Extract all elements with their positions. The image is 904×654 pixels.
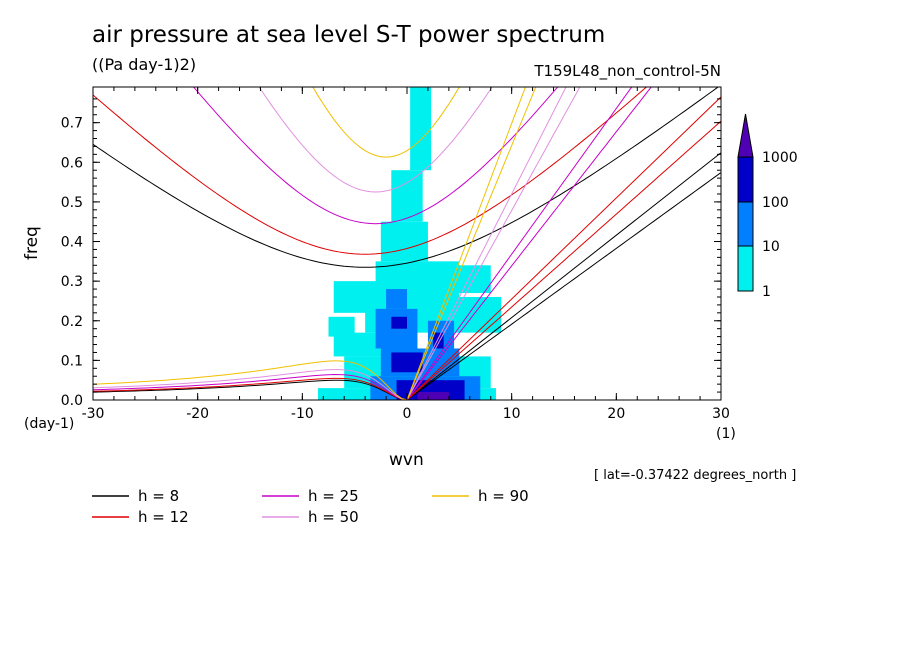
y-tick-label: 0.4 <box>61 235 83 251</box>
legend-label: h = 25 <box>308 487 359 505</box>
axes: -30 -20 -10 0 10 20 30 0.0 0.1 0.2 0.3 0.4 0.5 0.6 0.7 <box>61 87 730 422</box>
x-tick-label: -10 <box>291 406 314 422</box>
chart-units: ((Pa day-1)2) <box>92 55 197 74</box>
power-patch <box>391 352 423 373</box>
power-patch <box>391 316 407 329</box>
kelvin-line-h12 <box>406 96 721 400</box>
eig-curve-h12 <box>93 87 648 255</box>
colorbar-swatch <box>737 245 754 292</box>
x-tick-label: -30 <box>82 406 105 422</box>
power-patch <box>433 332 444 349</box>
rossby-curve-h50 <box>93 369 408 400</box>
y-tick-label: 0.5 <box>61 195 83 211</box>
x-tick-label: -20 <box>186 406 209 422</box>
y-tick-label: 0.6 <box>61 155 83 171</box>
legend-label: h = 12 <box>138 508 189 526</box>
colorbar: 1 10 100 1000 <box>737 113 798 300</box>
mrg-line-h25 <box>406 87 652 400</box>
legend-label: h = 50 <box>308 508 359 526</box>
power-patch <box>328 316 355 337</box>
colorbar-arrow <box>737 113 754 158</box>
rossby-curve-h8 <box>93 379 408 400</box>
legend-label: h = 8 <box>138 487 179 505</box>
kelvin-line-h50 <box>406 87 567 400</box>
x-tick-label: 0 <box>403 406 412 422</box>
kelvin-line-h25 <box>406 87 633 400</box>
eig-curve-h50 <box>258 87 493 193</box>
y-tick-label: 0.0 <box>61 393 83 409</box>
rossby-curve-h12 <box>93 377 408 400</box>
power-patch <box>386 289 407 309</box>
y-tick-label: 0.1 <box>61 353 83 369</box>
eig-curve-h90 <box>312 87 460 158</box>
mrg-line-h90 <box>406 87 537 400</box>
legend: h = 8 h = 12 h = 25 h = 50 h = 90 <box>92 487 529 526</box>
chart-title: air pressure at sea level S-T power spec… <box>92 22 606 48</box>
colorbar-label: 100 <box>762 195 789 211</box>
latitude-note: [ lat=-0.37422 degrees_north ] <box>594 468 797 483</box>
x-tick-label: 10 <box>503 406 521 422</box>
eig-curve-h8 <box>93 87 719 268</box>
y-tick-label: 0.3 <box>61 274 83 290</box>
power-patch <box>380 221 428 262</box>
y-tick-label: 0.7 <box>61 116 83 132</box>
power-patch <box>417 392 449 400</box>
colorbar-swatch <box>737 156 754 203</box>
y-tick-label: 0.2 <box>61 314 83 330</box>
mrg-line-h12 <box>406 120 721 400</box>
legend-label: h = 90 <box>478 487 529 505</box>
colorbar-label: 1 <box>762 284 771 300</box>
x-tick-label: 20 <box>607 406 625 422</box>
run-label: T159L48_non_control-5N <box>534 62 721 80</box>
kelvin-line-h8 <box>406 152 721 400</box>
y-axis-unit: (day-1) <box>24 416 75 432</box>
kelvin-line-h90 <box>406 87 526 400</box>
x-tick-label: 30 <box>712 406 730 422</box>
power-patch <box>391 170 423 222</box>
colorbar-label: 10 <box>762 239 780 255</box>
colorbar-swatch <box>737 201 754 247</box>
power-patch <box>448 265 491 294</box>
mrg-line-h8 <box>406 172 721 400</box>
colorbar-label: 1000 <box>762 150 798 166</box>
x-axis-label: wvn <box>389 450 424 470</box>
x-axis-unit: (1) <box>716 426 736 442</box>
power-patch <box>333 281 387 313</box>
rossby-curve-h90 <box>93 360 408 400</box>
power-patch <box>410 87 432 171</box>
mrg-line-h50 <box>406 87 581 400</box>
rossby-curve-h25 <box>93 374 408 400</box>
